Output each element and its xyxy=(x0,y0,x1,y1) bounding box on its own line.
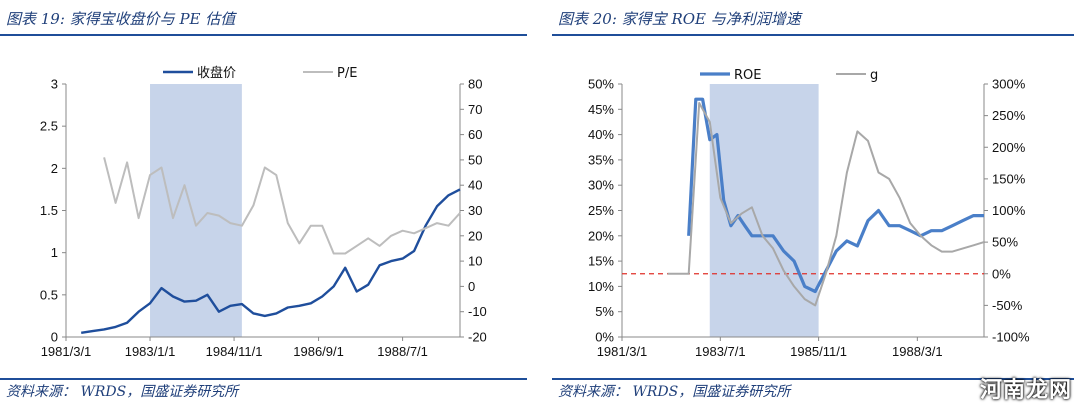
right-series-line-primary xyxy=(687,97,984,294)
right-left-tick-label: 30% xyxy=(588,178,614,193)
right-x-tick-label: 1983/7/1 xyxy=(695,344,746,359)
left-left-tick-label: 1.5 xyxy=(40,203,58,218)
left-x-tick-label: 1986/9/1 xyxy=(293,344,344,359)
left-left-tick-label: 0.5 xyxy=(40,287,58,302)
right-left-tick-label: 5% xyxy=(595,304,614,319)
left-x-tick-label: 1981/3/1 xyxy=(41,344,92,359)
left-left-tick-label: 3 xyxy=(51,77,58,92)
left-right-tick-label: 20 xyxy=(468,228,482,243)
left-left-tick-label: 0 xyxy=(51,330,58,345)
left-shaded-period xyxy=(150,84,242,337)
left-right-tick-label: -10 xyxy=(468,304,487,319)
right-left-tick-label: 25% xyxy=(588,203,614,218)
left-legend-label: P/E xyxy=(337,66,357,81)
left-x-tick-label: 1988/7/1 xyxy=(377,344,428,359)
right-left-tick-label: 35% xyxy=(588,152,614,167)
right-right-tick-label: 200% xyxy=(992,140,1026,155)
right-x-tick-label: 1985/11/1 xyxy=(790,344,847,359)
left-right-tick-label: 30 xyxy=(468,203,482,218)
right-legend-label: ROE xyxy=(734,68,761,83)
left-title-rule xyxy=(0,34,527,36)
right-left-tick-label: 0% xyxy=(595,330,614,345)
left-figure-title: 图表 19: 家得宝收盘价与 PE 估值 xyxy=(6,10,236,28)
right-source-note: 资料来源： WRDS，国盛证券研究所 xyxy=(558,384,791,400)
left-right-tick-label: 10 xyxy=(468,254,482,269)
right-left-tick-label: 10% xyxy=(588,279,614,294)
left-legend-label: 收盘价 xyxy=(197,65,236,81)
right-left-tick-label: 15% xyxy=(588,254,614,269)
left-chart-panel: 图表 19: 家得宝收盘价与 PE 估值 0 0.5 1 1.5 2 2.5 3 -20 -10… xyxy=(0,0,530,416)
left-right-tick-label: 40 xyxy=(468,178,482,193)
right-right-tick-label: -100% xyxy=(992,330,1030,345)
left-left-tick-label: 1 xyxy=(51,245,58,260)
left-left-tick-label: 2 xyxy=(51,161,58,176)
right-right-tick-label: 150% xyxy=(992,171,1026,186)
right-right-tick-label: 100% xyxy=(992,203,1026,218)
watermark-text: 河南龙网 xyxy=(979,378,1072,403)
right-x-tick-label: 1988/3/1 xyxy=(892,344,943,359)
right-series-line-secondary xyxy=(667,102,985,307)
left-x-tick-label: 1984/11/1 xyxy=(206,344,263,359)
right-left-tick-label: 50% xyxy=(588,77,614,92)
right-right-tick-label: 300% xyxy=(992,77,1026,92)
right-chart-panel: 图表 20: 家得宝 ROE 与净利润增速 0% 5% 10% 15% 20% 25% 30… xyxy=(552,0,1080,416)
right-left-tick-label: 45% xyxy=(588,102,614,117)
left-right-tick-label: 60 xyxy=(468,127,482,142)
left-right-tick-label: 70 xyxy=(468,102,482,117)
left-right-tick-label: 50 xyxy=(468,152,482,167)
right-source-rule xyxy=(552,378,1074,380)
right-figure-title: 图表 20: 家得宝 ROE 与净利润增速 xyxy=(558,10,801,28)
right-left-tick-label: 40% xyxy=(588,127,614,142)
right-right-tick-label: 0% xyxy=(992,266,1011,281)
right-left-tick-label: 20% xyxy=(588,228,614,243)
right-chart-svg: 0% 5% 10% 15% 20% 25% 30% 35% 40% 45% 50% -100% -50%… xyxy=(588,68,1030,359)
right-x-tick-label: 1981/3/1 xyxy=(597,344,648,359)
left-right-tick-label: 0 xyxy=(468,279,475,294)
right-right-tick-label: -50% xyxy=(992,298,1023,313)
left-series-line-secondary xyxy=(103,157,461,255)
left-right-tick-label: 80 xyxy=(468,77,482,92)
left-source-rule xyxy=(0,378,527,380)
left-right-tick-label: -20 xyxy=(468,330,487,345)
left-source-note: 资料来源： WRDS，国盛证券研究所 xyxy=(6,384,239,400)
right-right-tick-label: 50% xyxy=(992,235,1018,250)
right-title-rule xyxy=(552,34,1074,36)
left-chart-svg: 0 0.5 1 1.5 2 2.5 3 -20 -10 0 10 20 30 40 50 60 70 80 1981… xyxy=(40,65,487,359)
left-series-line-primary xyxy=(81,188,461,334)
right-legend-label: g xyxy=(870,68,878,83)
right-right-tick-label: 250% xyxy=(992,108,1026,123)
left-x-tick-label: 1983/1/1 xyxy=(125,344,176,359)
left-left-tick-label: 2.5 xyxy=(40,119,58,134)
